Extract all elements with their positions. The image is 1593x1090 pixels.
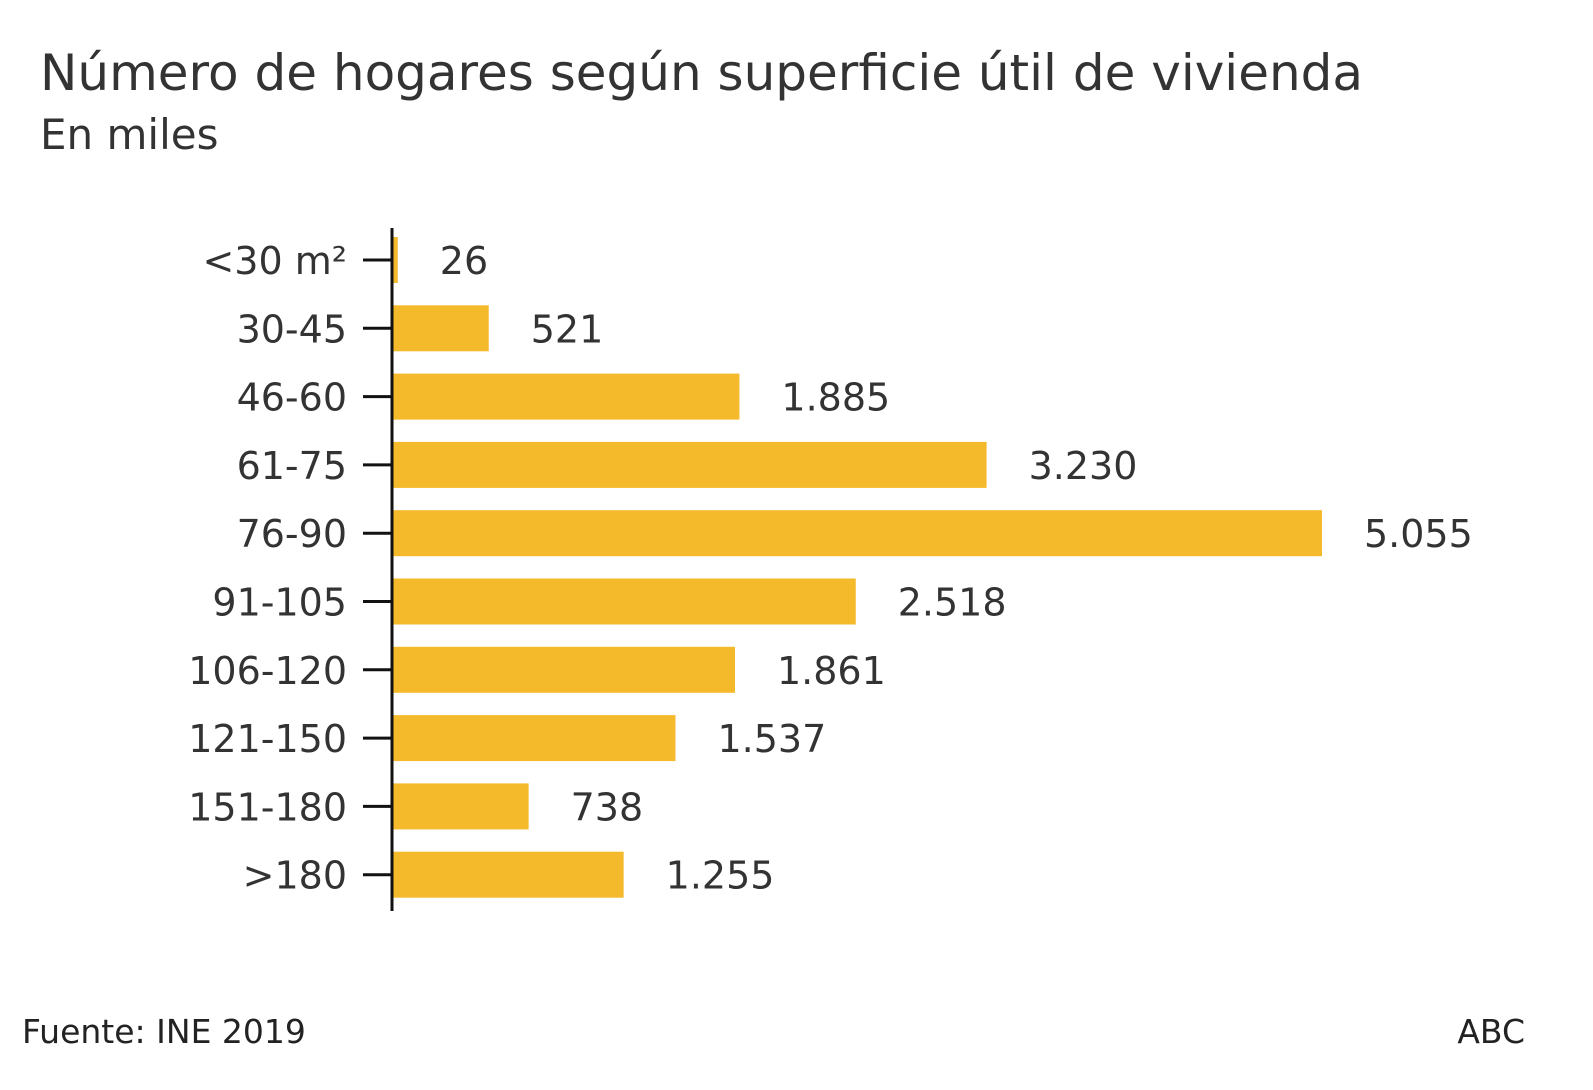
- y-tick-label: 91-105: [212, 581, 347, 625]
- brand-label: ABC: [1457, 1012, 1525, 1051]
- data-label: 521: [531, 307, 604, 351]
- bar: [393, 851, 624, 898]
- data-label: 26: [440, 239, 488, 283]
- data-label: 1.861: [777, 649, 886, 693]
- data-label: 1.885: [781, 376, 890, 420]
- data-label: 5.055: [1364, 512, 1473, 556]
- bar: [393, 305, 489, 352]
- y-tick-label: 61-75: [237, 444, 347, 488]
- data-label: 1.255: [666, 854, 775, 898]
- bar: [393, 441, 987, 488]
- bar: [393, 646, 736, 693]
- data-label: 3.230: [1029, 444, 1138, 488]
- bar: [393, 510, 1322, 557]
- data-label: 738: [571, 785, 644, 829]
- y-tick-label: 30-45: [237, 307, 347, 351]
- y-tick-label: 106-120: [188, 649, 347, 693]
- bar: [393, 715, 676, 762]
- bar: [393, 237, 398, 283]
- y-tick-label: 151-180: [188, 785, 347, 829]
- y-tick-label: <30 m²: [202, 239, 347, 283]
- y-tick-label: >180: [243, 854, 347, 898]
- data-label: 1.537: [717, 717, 826, 761]
- bar: [393, 373, 740, 420]
- source-note: Fuente: INE 2019: [22, 1012, 306, 1051]
- bar: [393, 783, 529, 830]
- chart-title: Número de hogares según superficie útil …: [40, 44, 1364, 102]
- y-tick-label: 76-90: [237, 512, 347, 556]
- data-label: 2.518: [898, 581, 1007, 625]
- bar: [393, 578, 856, 625]
- y-tick-label: 121-150: [188, 717, 347, 761]
- y-tick-label: 46-60: [237, 376, 347, 420]
- chart-subtitle: En miles: [40, 110, 219, 159]
